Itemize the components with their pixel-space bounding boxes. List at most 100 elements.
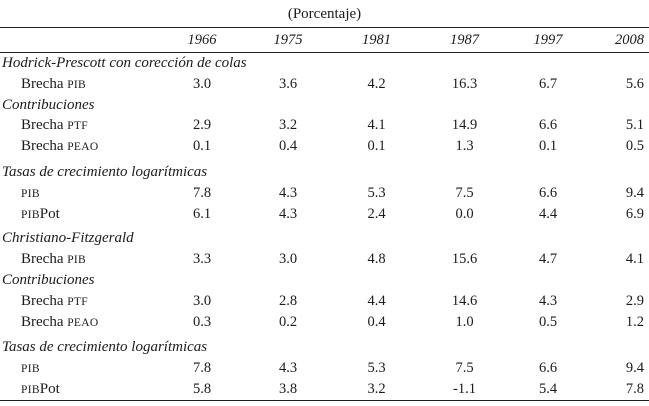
value-cell: 0.4 xyxy=(367,313,386,330)
value-cell: 16.3 xyxy=(451,75,478,92)
section-row: Tasas de crecimiento logarítmicas xyxy=(0,337,649,358)
value-cell: 0.1 xyxy=(192,138,212,155)
value-cell: 6.6 xyxy=(538,184,558,201)
table-body: Hodrick-Prescott con corección de colas B… xyxy=(0,53,649,400)
column-header-year: 1975 xyxy=(273,31,303,48)
value-cell: 7.8 xyxy=(625,380,644,397)
value-cell: 5.4 xyxy=(538,380,558,397)
value-cell: 6.7 xyxy=(538,75,558,92)
column-header-year: 1987 xyxy=(450,31,479,48)
section-row: Hodrick-Prescott con corección de colas xyxy=(0,53,649,74)
row-label: Brecha PIB xyxy=(0,74,160,96)
column-headers: 1966 1975 1981 1987 1997 2008 xyxy=(0,28,649,52)
value-cell: 6.6 xyxy=(538,117,558,134)
value-cell: 4.3 xyxy=(538,292,558,309)
value-cell: 4.8 xyxy=(367,251,386,268)
row-label: PIB xyxy=(0,183,160,205)
label-text: Brecha xyxy=(21,251,68,268)
acronym-smallcaps: PTF xyxy=(67,120,88,133)
value-cell: 3.0 xyxy=(192,75,212,92)
acronym-smallcaps: PIB xyxy=(21,187,40,200)
value-cell: 7.5 xyxy=(455,360,474,377)
value-cell: 14.6 xyxy=(451,292,478,309)
value-cell: 3.6 xyxy=(278,75,298,92)
table-row: Brecha PTF 3.0 2.8 4.4 14.6 4.3 2.9 xyxy=(0,291,649,312)
row-label: Brecha PTF xyxy=(0,115,160,137)
column-header-year: 1966 xyxy=(187,31,217,48)
section-row: Contribuciones xyxy=(0,270,649,291)
value-cell: 9.4 xyxy=(625,360,644,377)
value-cell: 0.3 xyxy=(192,313,212,330)
value-cell: 4.4 xyxy=(538,205,558,222)
value-cell: 5.6 xyxy=(625,75,644,92)
row-label: PIBPot xyxy=(0,204,160,226)
section-label: Contribuciones xyxy=(2,96,95,113)
value-cell: 0.5 xyxy=(625,138,644,155)
top-rule xyxy=(0,27,649,28)
label-text: Brecha xyxy=(21,138,68,155)
value-cell: 3.2 xyxy=(367,380,386,397)
row-label: Brecha PEAO xyxy=(0,312,160,334)
value-cell: 2.4 xyxy=(367,205,386,222)
value-cell: 4.4 xyxy=(367,292,386,309)
value-cell: 5.8 xyxy=(192,380,212,397)
section-label: Christiano-Fitzgerald xyxy=(2,230,134,247)
value-cell: 4.3 xyxy=(278,184,298,201)
value-cell: 7.8 xyxy=(192,184,212,201)
table-row: Brecha PEAO 0.1 0.4 0.1 1.3 0.1 0.5 xyxy=(0,136,649,157)
value-cell: 2.9 xyxy=(625,292,644,309)
value-cell: 7.5 xyxy=(455,184,474,201)
table-row: Brecha PIB 3.0 3.6 4.2 16.3 6.7 5.6 xyxy=(0,74,649,95)
value-cell: 7.8 xyxy=(192,360,212,377)
value-cell: 5.1 xyxy=(625,117,644,134)
value-cell: 3.8 xyxy=(278,380,298,397)
value-cell: 0.5 xyxy=(538,313,558,330)
table-row: PIBPot 5.8 3.8 3.2 -1.1 5.4 7.8 xyxy=(0,379,649,400)
label-text: Brecha xyxy=(21,117,68,134)
section-row: Contribuciones xyxy=(0,95,649,116)
row-label: Brecha PTF xyxy=(0,291,160,313)
table-title: (Porcentaje) xyxy=(287,6,362,22)
value-cell: 4.3 xyxy=(278,205,298,222)
value-cell: 4.1 xyxy=(367,117,386,134)
section-row: Tasas de crecimiento logarítmicas xyxy=(0,162,649,183)
value-cell: 3.0 xyxy=(278,251,298,268)
column-header-year: 1997 xyxy=(533,31,563,48)
value-cell: 1.2 xyxy=(625,313,644,330)
value-cell: 5.3 xyxy=(367,360,386,377)
value-cell: 6.1 xyxy=(192,205,212,222)
acronym-smallcaps: PIB xyxy=(67,78,87,91)
value-cell: 0.2 xyxy=(278,313,298,330)
table-row: Brecha PTF 2.9 3.2 4.1 14.9 6.6 5.1 xyxy=(0,115,649,136)
value-cell: 3.3 xyxy=(192,251,212,268)
value-cell: -1.1 xyxy=(453,380,476,397)
column-header-year: 1981 xyxy=(362,31,391,48)
value-cell: 5.3 xyxy=(367,184,386,201)
label-text: Brecha xyxy=(21,313,68,330)
bottom-rule xyxy=(0,399,649,401)
value-cell: 0.1 xyxy=(367,138,386,155)
value-cell: 14.9 xyxy=(451,117,478,134)
value-cell: 4.1 xyxy=(625,251,644,268)
value-cell: 0.4 xyxy=(278,138,298,155)
section-label: Tasas de crecimiento logarítmicas xyxy=(2,339,208,356)
section-label: Tasas de crecimiento logarítmicas xyxy=(2,163,208,180)
value-cell: 2.9 xyxy=(192,117,212,134)
value-cell: 3.0 xyxy=(192,292,212,309)
label-text: Brecha xyxy=(21,75,68,92)
value-cell: 6.6 xyxy=(538,360,558,377)
table-row: PIB 7.8 4.3 5.3 7.5 6.6 9.4 xyxy=(0,183,649,204)
acronym-smallcaps: PIB xyxy=(21,208,40,221)
value-cell: 2.8 xyxy=(278,292,298,309)
row-label: PIBPot xyxy=(0,379,160,401)
table-row: Brecha PIB 3.3 3.0 4.8 15.6 4.7 4.1 xyxy=(0,249,649,270)
value-cell: 4.3 xyxy=(278,360,298,377)
table-row: PIB 7.8 4.3 5.3 7.5 6.6 9.4 xyxy=(0,358,649,379)
value-cell: 1.3 xyxy=(455,138,474,155)
acronym-smallcaps: PEAO xyxy=(67,316,99,329)
column-header-year: 2008 xyxy=(615,31,644,48)
table-row: Brecha PEAO 0.3 0.2 0.4 1.0 0.5 1.2 xyxy=(0,312,649,333)
value-cell: 15.6 xyxy=(451,251,478,268)
value-cell: 0.0 xyxy=(455,205,474,222)
